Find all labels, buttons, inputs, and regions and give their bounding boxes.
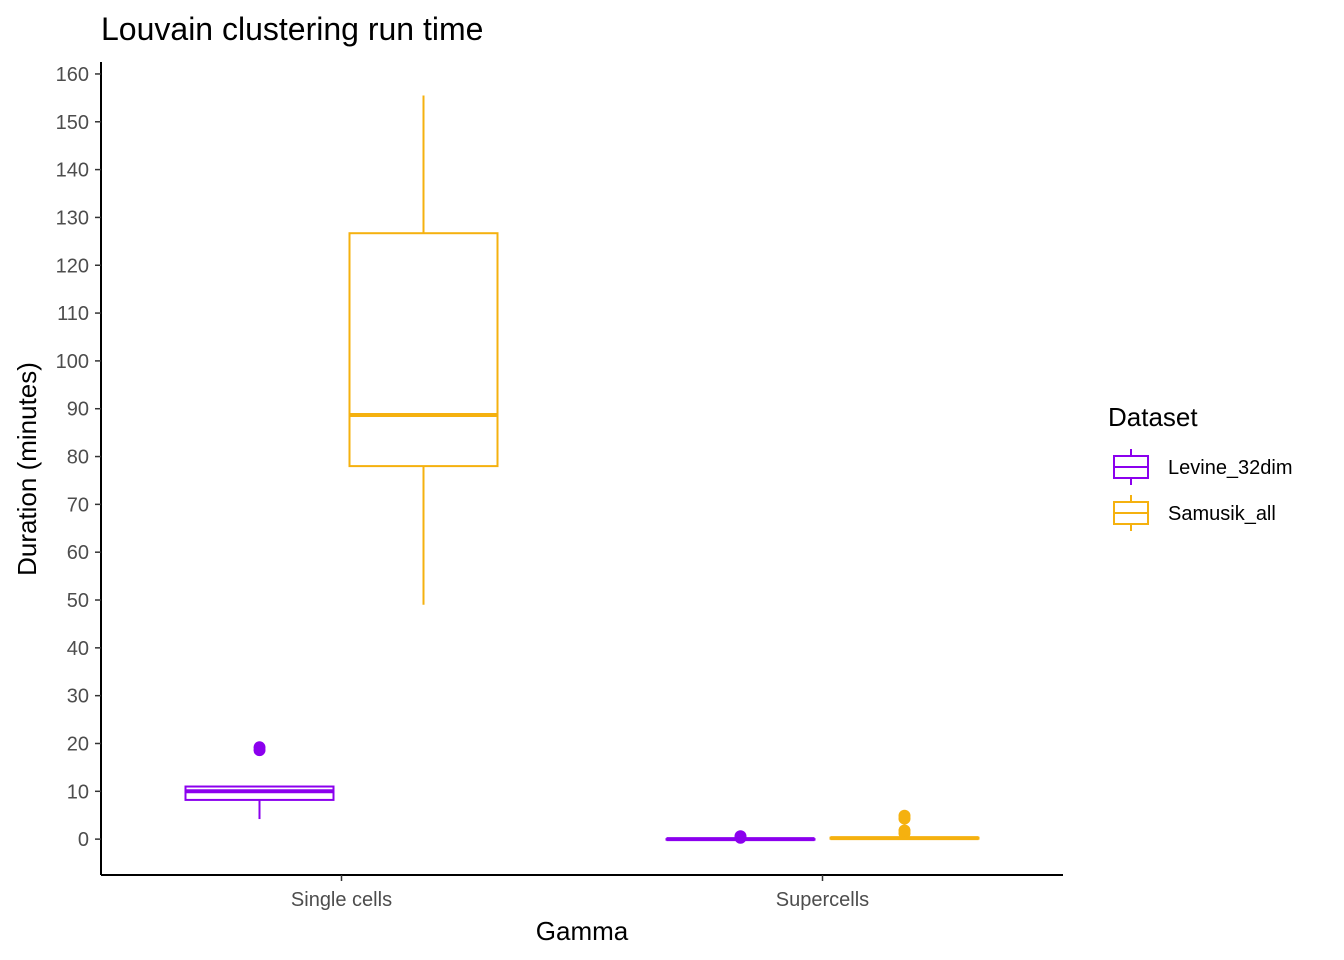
outlier-point (253, 741, 266, 754)
y-tick-label: 70 (67, 494, 89, 516)
axes (100, 62, 1063, 876)
chart-title: Louvain clustering run time (101, 11, 483, 47)
legend-label: Samusik_all (1168, 503, 1276, 525)
outlier-point (734, 830, 747, 843)
legend: Dataset Levine_32dim Samusik_all (1108, 402, 1293, 531)
y-axis-title: Duration (minutes) (12, 362, 42, 576)
box-body (348, 232, 499, 468)
plot-area (184, 95, 980, 844)
legend-key (1113, 495, 1149, 531)
y-tick-label: 30 (67, 686, 89, 708)
legend-key (1113, 449, 1149, 485)
box-Samusik_all-supercells (829, 809, 980, 841)
legend-item-levine_32dim: Levine_32dim (1113, 449, 1293, 485)
y-tick-label: 20 (67, 733, 89, 755)
legend-title: Dataset (1108, 402, 1198, 432)
outlier-point (898, 809, 911, 822)
y-tick-label: 130 (56, 207, 89, 229)
y-tick-label: 0 (78, 829, 89, 851)
y-tick-label: 40 (67, 638, 89, 660)
y-tick-label: 10 (67, 781, 89, 803)
legend-item-samusik_all: Samusik_all (1113, 495, 1276, 531)
x-tick-label: Single cells (291, 889, 392, 911)
y-tick-label: 100 (56, 351, 89, 373)
x-tick-label: Supercells (776, 889, 869, 911)
outlier-point (898, 824, 911, 837)
y-tick-label: 90 (67, 399, 89, 421)
y-tick-label: 160 (56, 64, 89, 86)
legend-items: Levine_32dim Samusik_all (1113, 449, 1293, 531)
y-tick-label: 80 (67, 447, 89, 469)
y-tick-label: 120 (56, 255, 89, 277)
x-axis-ticks: Single cells Supercells (291, 875, 869, 911)
x-axis-title: Gamma (536, 916, 629, 946)
y-tick-label: 50 (67, 590, 89, 612)
y-tick-label: 110 (57, 303, 89, 325)
y-tick-label: 140 (56, 160, 89, 182)
box-Samusik_all-single-cells (348, 95, 499, 605)
legend-label: Levine_32dim (1168, 457, 1293, 479)
box-Levine_32dim-supercells (665, 830, 816, 844)
box-Levine_32dim-single-cells (184, 741, 335, 820)
y-tick-label: 150 (56, 112, 89, 134)
y-tick-label: 60 (67, 542, 89, 564)
y-axis-ticks: 0 10 20 30 40 50 60 70 80 90 100 110 120 130 140 150 160 (56, 64, 101, 851)
